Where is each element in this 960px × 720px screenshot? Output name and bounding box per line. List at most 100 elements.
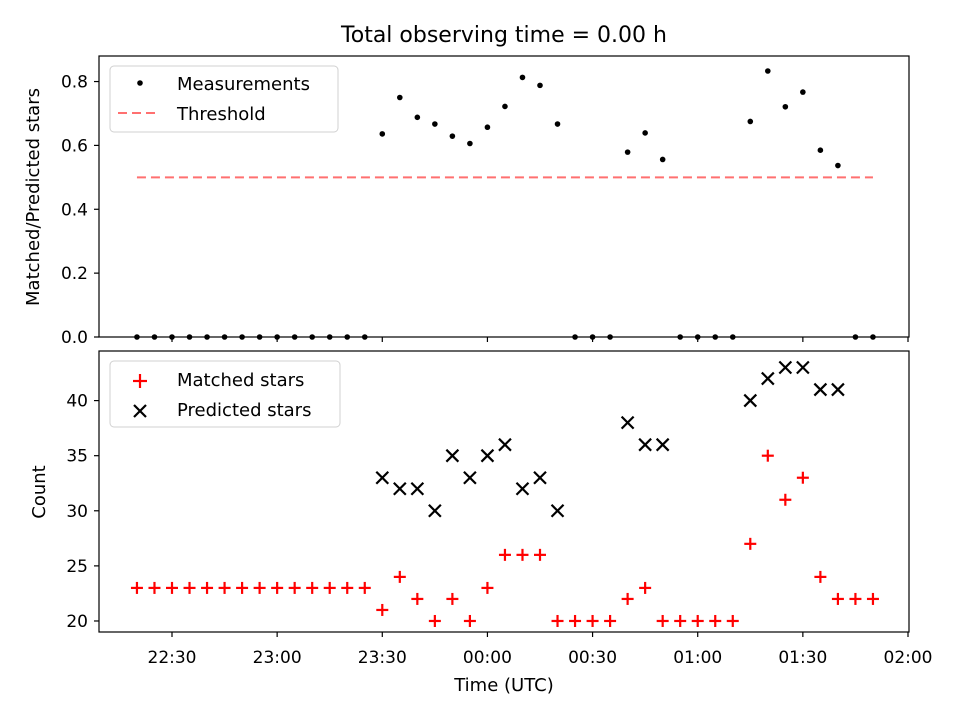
matched-star-point: [639, 581, 652, 594]
measurement-point: [467, 140, 473, 147]
matched-star-point: [393, 570, 406, 583]
measurement-point: [642, 130, 648, 136]
x-tick-label: 00:00: [463, 648, 512, 668]
measurement-point: [432, 121, 438, 127]
measurement-point: [379, 131, 386, 137]
legend-measurement-marker: [137, 80, 143, 86]
x-tick-label: 23:30: [358, 648, 407, 668]
matched-star-point: [551, 614, 564, 627]
matched-star-point: [201, 581, 214, 594]
predicted-star-point: [761, 371, 775, 386]
matched-star-point: [253, 581, 266, 594]
bottom-axes-frame: [98, 350, 910, 633]
bottom-y-axis-label: Count: [29, 465, 50, 518]
measurement-point: [449, 133, 456, 139]
measurement-point: [502, 103, 508, 110]
predicted-star-point: [428, 504, 442, 518]
matched-star-point: [849, 592, 862, 605]
top-y-axis-label: Matched/Predicted stars: [23, 88, 44, 306]
chart-title: Total observing time = 0.00 h: [340, 23, 667, 48]
top-axes-frame: [98, 55, 910, 338]
x-tick-label: 22:30: [148, 648, 197, 668]
predicted-star-point: [410, 481, 425, 496]
predicted-star-point: [743, 393, 758, 408]
counts-layer: [130, 360, 879, 627]
top-y-ticks: 0.0 0.2 0.4 0.6 0.8: [61, 73, 99, 348]
measurement-point: [624, 149, 631, 155]
predicted-star-point: [550, 504, 565, 518]
top-legend: Measurements Threshold: [109, 65, 339, 133]
matched-star-point: [831, 592, 844, 605]
predicted-star-point: [533, 470, 547, 485]
matched-star-point: [306, 581, 319, 594]
bottom-x-ticks: 22:30 23:00 23:30 00:00 00:30 01:00 01:30 02:00: [148, 632, 933, 668]
predicted-star-point: [463, 470, 477, 485]
matched-star-point: [516, 548, 529, 561]
top-y-tick-label: 0.2: [61, 264, 88, 284]
matched-star-point: [726, 614, 739, 627]
matched-star-point: [709, 614, 722, 627]
matched-star-point: [428, 614, 441, 627]
matched-star-point: [866, 592, 879, 605]
matched-star-point: [446, 592, 459, 605]
legend-predicted-label: Predicted stars: [177, 400, 311, 421]
matched-star-point: [744, 537, 757, 550]
predicted-star-point: [831, 382, 845, 397]
matched-star-point: [463, 614, 476, 627]
matched-star-point: [288, 581, 301, 594]
predicted-star-point: [813, 382, 828, 397]
matched-star-point: [814, 570, 827, 583]
matched-star-point: [761, 449, 774, 462]
bottom-panel: 20 25 30 35 40 22:30 23:00 23:30 00:00 00:30 01:0…: [29, 350, 933, 696]
matched-star-point: [779, 493, 792, 506]
bottom-y-tick-label: 30: [66, 502, 88, 522]
matched-star-point: [183, 581, 196, 594]
measurement-point: [747, 118, 754, 125]
measurement-point: [519, 74, 526, 81]
matched-star-point: [534, 548, 546, 561]
legend-predicted-marker: [133, 404, 147, 418]
x-tick-label: 01:00: [673, 648, 722, 668]
matched-star-point: [376, 603, 389, 616]
measurement-point: [537, 82, 543, 89]
top-y-tick-label: 0.6: [61, 136, 88, 156]
bottom-legend: Matched stars Predicted stars: [109, 360, 341, 428]
x-tick-label: 01:30: [778, 648, 827, 668]
legend-threshold-label: Threshold: [176, 104, 266, 125]
measurement-point: [800, 89, 806, 95]
matched-star-point: [674, 614, 687, 627]
matched-star-point: [341, 581, 354, 594]
matched-star-point: [236, 581, 249, 594]
legend-matched-marker: [133, 374, 147, 388]
measurement-point: [782, 103, 789, 110]
matched-star-point: [586, 614, 599, 627]
matched-star-point: [604, 614, 617, 627]
x-tick-label: 02:00: [884, 648, 933, 668]
top-x-ticks: [171, 337, 909, 342]
matched-star-point: [691, 614, 704, 627]
matched-star-point: [148, 581, 161, 594]
matched-star-point: [656, 614, 669, 627]
predicted-star-point: [393, 481, 407, 496]
measurement-point: [554, 121, 561, 127]
predicted-star-point: [796, 360, 810, 375]
predicted-star-point: [655, 437, 670, 452]
matched-star-point: [569, 614, 582, 627]
x-tick-label: 23:00: [253, 648, 302, 668]
matched-star-point: [481, 581, 494, 594]
matched-star-point: [323, 581, 336, 594]
matched-star-point: [130, 581, 143, 594]
predicted-star-point: [778, 360, 793, 375]
matched-star-point: [621, 592, 634, 605]
bottom-y-tick-label: 20: [66, 612, 88, 632]
measurement-point: [835, 162, 841, 169]
bottom-y-tick-label: 35: [66, 447, 88, 467]
measurement-point: [765, 68, 771, 74]
bottom-y-tick-label: 25: [66, 557, 88, 577]
predicted-star-point: [620, 415, 635, 430]
legend-measurements-label: Measurements: [177, 74, 310, 95]
predicted-star-point: [375, 470, 390, 485]
top-panel: 0.00.20.40.60.8 Matched/Predicted stars …: [23, 55, 910, 348]
measurement-point: [817, 147, 824, 153]
x-tick-label: 00:30: [568, 648, 617, 668]
